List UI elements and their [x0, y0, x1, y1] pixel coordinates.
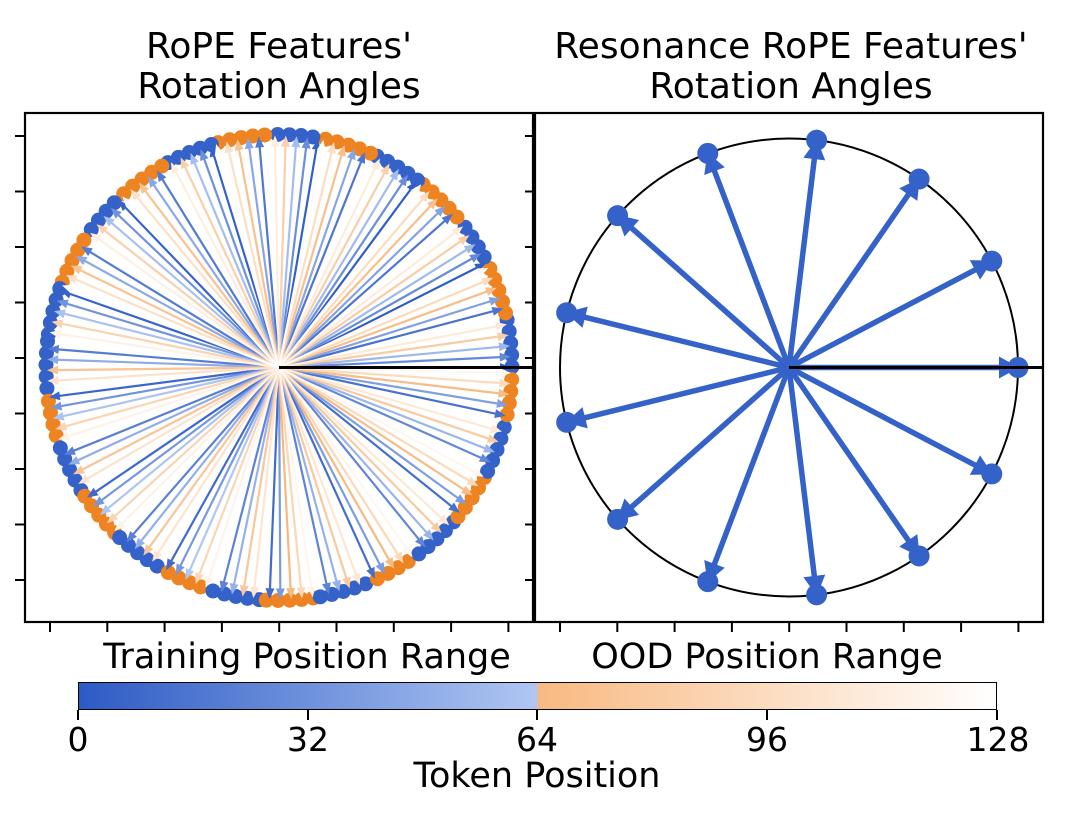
right-panel-axes [525, 111, 1045, 632]
colorbar-tick-label-96: 96 [746, 720, 788, 759]
left-panel-axes [15, 111, 535, 632]
training-range-label: Training Position Range [103, 637, 511, 677]
left-plot-title-line2: Rotation Angles [137, 66, 421, 107]
colorbar-tick-96 [766, 710, 768, 720]
right-plot-title-line2: Rotation Angles [649, 66, 933, 107]
colorbar-tick-label-64: 64 [516, 720, 558, 759]
token-position-colorbar [78, 682, 997, 710]
rope-plot [38, 127, 533, 608]
colorbar-tick-label-0: 0 [67, 720, 89, 759]
colorbar-tick-label-32: 32 [287, 720, 329, 759]
right-plot-title-line1: Resonance RoPE Features' [554, 26, 1028, 67]
colorbar-tick-128 [996, 710, 998, 720]
rope-rim-dots [38, 127, 520, 608]
token-position-axis-label: Token Position [413, 756, 661, 796]
colorbar-tick-label-128: 128 [966, 720, 1030, 759]
resonance-plot [556, 129, 1043, 606]
colorbar-tick-64 [536, 710, 538, 720]
left-plot-title-line1: RoPE Features' [145, 26, 413, 67]
colorbar-tick-0 [77, 710, 79, 720]
ood-range-label: OOD Position Range [591, 637, 943, 677]
colorbar-tick-32 [307, 710, 309, 720]
resonance-dots [556, 129, 1029, 606]
rope-quiver-arrows [47, 135, 511, 600]
